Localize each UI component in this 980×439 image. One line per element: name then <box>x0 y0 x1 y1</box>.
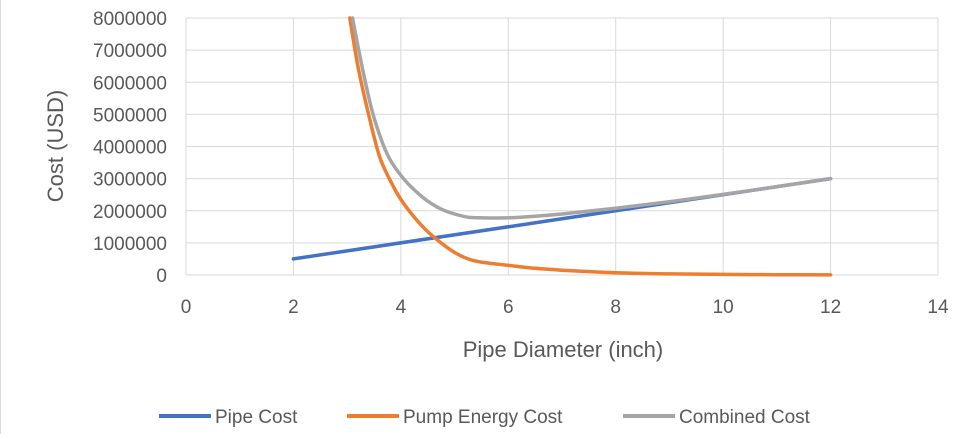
x-tick-label: 4 <box>396 297 407 318</box>
series-line-pump-energy-cost <box>348 16 833 277</box>
y-tick-label: 1000000 <box>93 234 167 255</box>
y-tick-label: 2000000 <box>93 202 167 223</box>
x-tick-labels: 0 2 4 6 8 10 12 14 <box>181 297 949 318</box>
y-tick-labels: 0 1000000 2000000 3000000 4000000 5000000 6000… <box>93 9 167 287</box>
legend-label-pump-energy-cost: Pump Energy Cost <box>403 407 563 428</box>
gridlines <box>186 17 939 275</box>
legend: Pipe Cost Pump Energy Cost Combined Cost <box>159 407 811 428</box>
x-tick-label: 6 <box>503 297 514 318</box>
legend-label-pipe-cost: Pipe Cost <box>215 407 298 428</box>
x-tick-label: 2 <box>288 297 299 318</box>
y-tick-label: 7000000 <box>93 41 167 62</box>
y-axis-title: Cost (USD) <box>43 90 68 202</box>
y-tick-label: 0 <box>156 266 167 287</box>
y-tick-label: 8000000 <box>93 9 167 30</box>
x-tick-label: 14 <box>927 297 949 318</box>
x-tick-label: 10 <box>713 297 734 318</box>
x-tick-label: 0 <box>181 297 192 318</box>
y-tick-label: 3000000 <box>93 170 167 191</box>
legend-label-combined-cost: Combined Cost <box>679 407 811 428</box>
y-tick-label: 6000000 <box>93 73 167 94</box>
series-line-combined-cost <box>350 16 833 220</box>
x-tick-label: 12 <box>820 297 841 318</box>
series-lines <box>291 16 833 277</box>
x-tick-label: 8 <box>610 297 621 318</box>
y-tick-label: 4000000 <box>93 138 167 159</box>
x-axis-title: Pipe Diameter (inch) <box>463 337 664 362</box>
y-tick-label: 5000000 <box>93 105 167 126</box>
